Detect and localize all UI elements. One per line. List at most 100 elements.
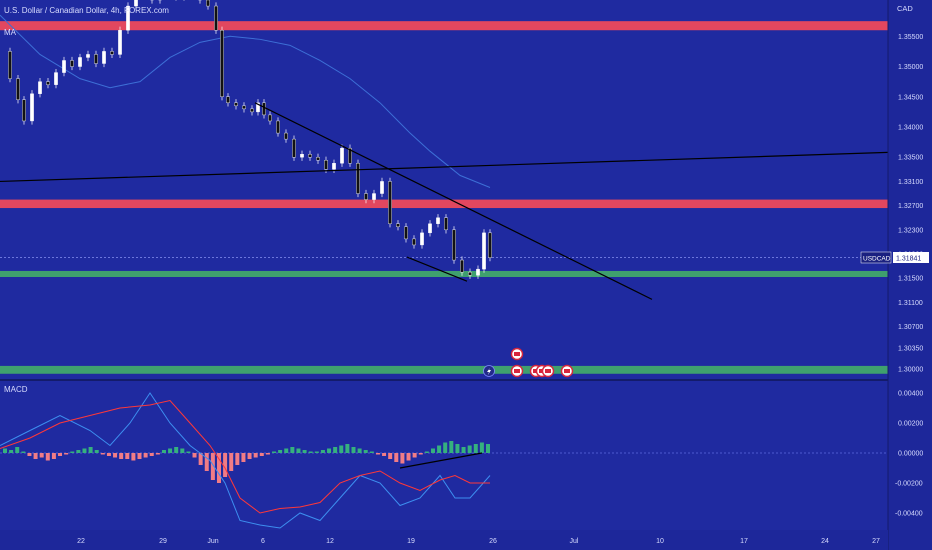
candle-body [206, 0, 210, 7]
candle-body [428, 223, 432, 234]
macd-histogram-bar [155, 453, 160, 455]
macd-histogram-bar [467, 445, 472, 453]
price-tick-label: 1.33500 [898, 155, 923, 162]
trendline[interactable] [406, 256, 468, 282]
candle-body [94, 54, 98, 64]
candle-body [444, 217, 448, 231]
macd-histogram-bar [143, 453, 148, 458]
macd-panel [0, 392, 888, 529]
candle-body [8, 51, 12, 79]
macd-histogram-bar [437, 445, 442, 453]
price-zones [0, 21, 888, 374]
macd-histogram-bar [400, 453, 405, 464]
macd-legend[interactable]: MACD [4, 385, 28, 394]
event-markers[interactable] [483, 347, 574, 378]
macd-histogram-bar [216, 453, 221, 483]
macd-histogram-bar [21, 451, 26, 453]
trendlines[interactable] [0, 102, 889, 300]
macd-tick-label: -0.00400 [895, 511, 923, 518]
macd-histogram-bar [223, 453, 228, 477]
price-tick-label: 1.32300 [898, 227, 923, 234]
macd-histogram-bar [430, 448, 435, 453]
time-axis-labels: 22 29 Jun 6 12 19 26 Jul 10 17 24 27 [77, 538, 880, 545]
macd-histogram-bar [339, 445, 344, 453]
macd-histogram-bar [302, 450, 307, 453]
macd-histogram-bar [149, 453, 154, 456]
macd-panel-divider[interactable] [0, 379, 932, 381]
candle-body [396, 223, 400, 228]
macd-histogram-bar [278, 450, 283, 453]
candle-body [292, 138, 296, 158]
candle-body [16, 78, 20, 100]
macd-histogram-bar [58, 453, 63, 456]
resistance-zone [0, 199, 888, 209]
macd-histogram-bar [64, 453, 69, 455]
macd-histogram-bar [235, 453, 240, 465]
candle-body [46, 81, 50, 85]
ma-legend[interactable]: MA [4, 28, 17, 37]
macd-histogram-bar [418, 453, 423, 455]
candle-body [420, 232, 424, 246]
macd-histogram-bar [406, 453, 411, 461]
macd-histogram-bar [88, 447, 93, 453]
macd-histogram-bar [412, 453, 417, 458]
macd-histogram-bar [198, 453, 203, 465]
macd-histogram-bar [70, 451, 75, 453]
last-price-tag: USDCAD 1.31841 [860, 251, 929, 264]
trendline[interactable] [254, 102, 653, 300]
candle-body [476, 268, 480, 276]
candle-body [348, 147, 352, 164]
macd-histogram-bar [314, 451, 319, 453]
price-tick-label: 1.33100 [898, 179, 923, 186]
time-axis-label: 12 [326, 538, 334, 545]
trendline[interactable] [0, 151, 889, 183]
price-tick-label: 1.30350 [898, 345, 923, 352]
time-axis-label: 17 [740, 538, 748, 545]
macd-histogram-bar [241, 453, 246, 462]
candle-body [356, 163, 360, 194]
candle-body [488, 232, 492, 258]
macd-histogram-bar [168, 448, 173, 453]
macd-histogram-bar [290, 447, 295, 453]
macd-histogram-bar [39, 453, 44, 458]
macd-histogram-bar [327, 448, 332, 453]
currency-label: CAD [897, 4, 913, 13]
candle-body [118, 30, 122, 55]
time-axis-label: 29 [159, 538, 167, 545]
candle-body [226, 96, 230, 104]
time-axis-bg[interactable] [0, 530, 888, 550]
macd-histogram-bar [449, 441, 454, 453]
macd-axis-ticks: 0.00400 0.00200 0.00000 -0.00200 -0.00400 [895, 391, 923, 518]
candle-body [412, 238, 416, 246]
time-axis-label: 27 [872, 538, 880, 545]
macd-histogram-bar [375, 453, 380, 455]
macd-tick-label: 0.00000 [898, 451, 923, 458]
price-tick-label: 1.31500 [898, 276, 923, 283]
macd-divergence-trendline[interactable] [399, 452, 483, 469]
macd-histogram-bar [9, 450, 14, 453]
macd-histogram-bar [443, 442, 448, 453]
symbol-title[interactable]: U.S. Dollar / Canadian Dollar, 4h, FOREX… [4, 6, 169, 15]
candle-body [380, 181, 384, 194]
candle-body [340, 147, 344, 164]
macd-histogram-bar [51, 453, 56, 459]
price-tick-label: 1.34500 [898, 94, 923, 101]
price-tick-label: 1.34000 [898, 125, 923, 132]
time-axis-label: 10 [656, 538, 664, 545]
candle-body [22, 99, 26, 122]
price-tick-label: 1.35500 [898, 34, 923, 41]
support-zone [0, 365, 888, 374]
macd-histogram-bar [424, 451, 429, 453]
flag-glyph-icon [514, 369, 520, 373]
price-tick-label: 1.32700 [898, 203, 923, 210]
candle-body [78, 57, 82, 67]
time-axis-label: Jul [570, 538, 579, 545]
macd-histogram-bar [486, 444, 490, 453]
price-axis-bg[interactable] [888, 0, 932, 550]
candle-body [102, 51, 106, 64]
macd-histogram-bar [100, 453, 105, 455]
signal-line [0, 399, 490, 514]
macd-histogram-bar [161, 450, 166, 453]
price-tick-label: 1.30000 [898, 366, 923, 373]
